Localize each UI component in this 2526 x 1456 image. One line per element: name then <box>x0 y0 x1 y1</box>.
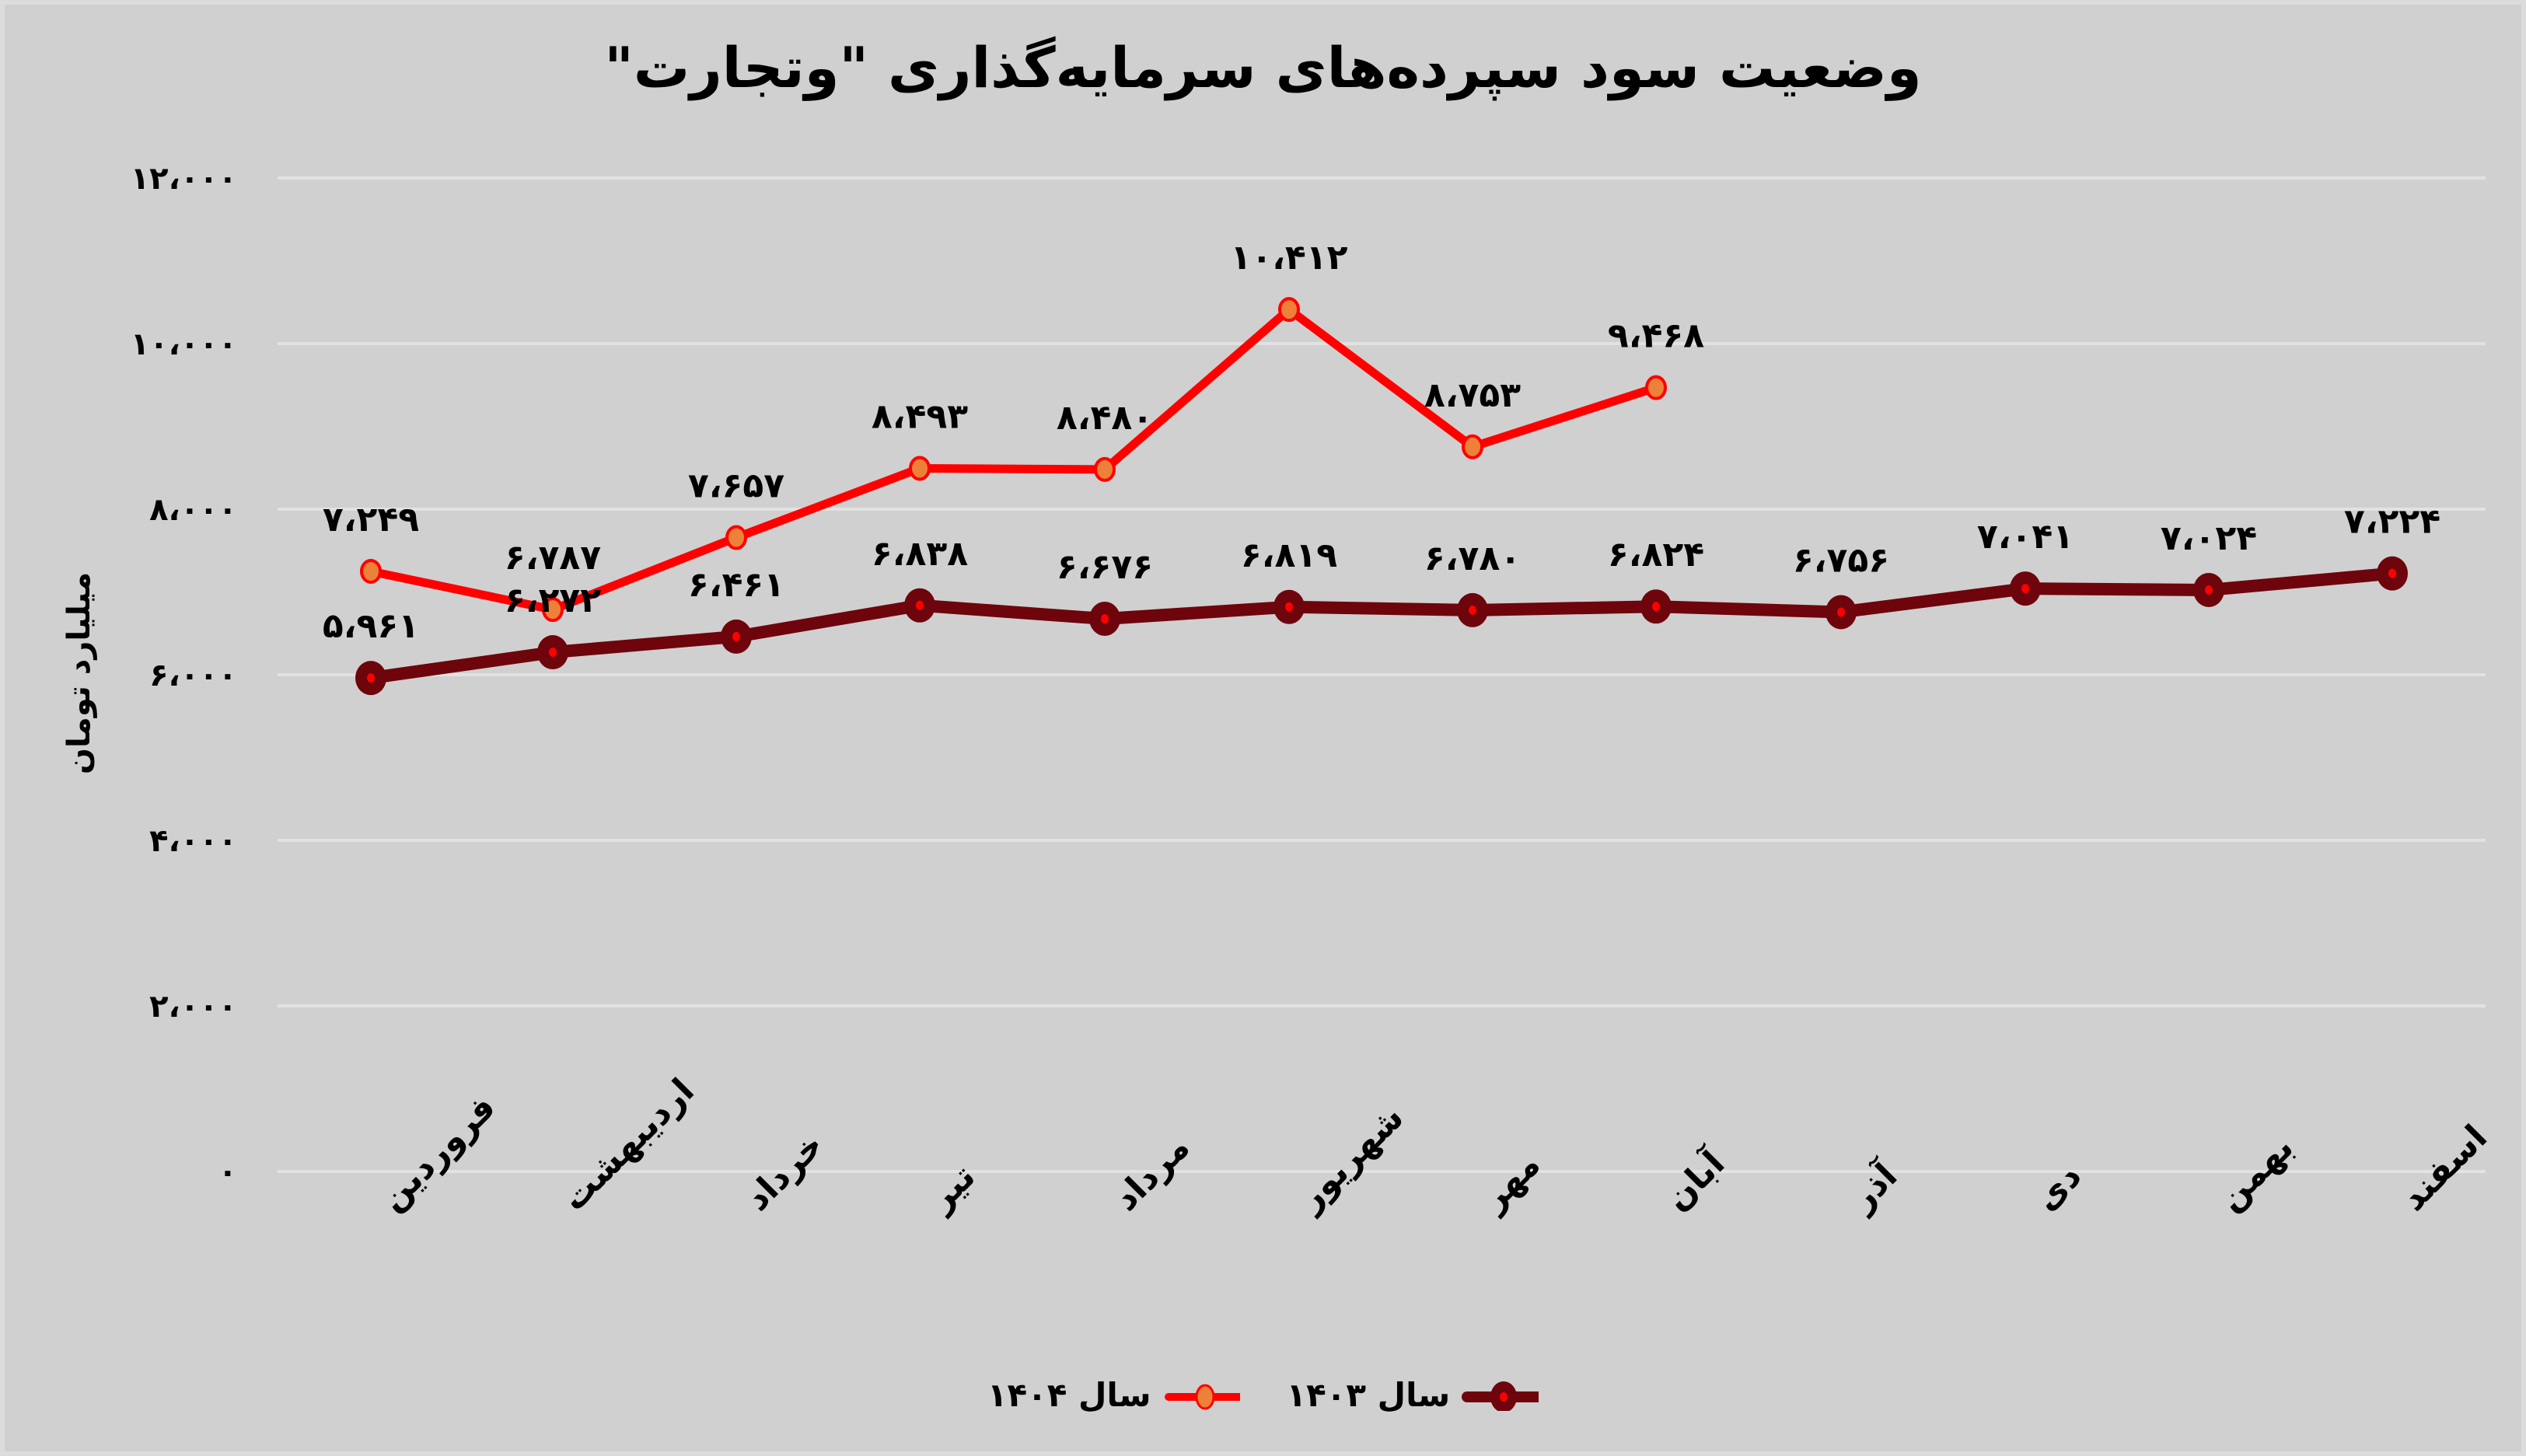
y-tick-label: ۰ <box>218 1154 237 1190</box>
x-tick-label: اردیبهشت <box>554 1071 702 1219</box>
x-tick-label: دی <box>2027 1156 2090 1219</box>
y-tick-label: ۱۲،۰۰۰ <box>131 161 237 197</box>
y-tick-label: ۲،۰۰۰ <box>149 989 237 1025</box>
y-axis-label: میلیارد تومان <box>61 572 97 774</box>
y-tick-label: ۱۰،۰۰۰ <box>131 326 237 362</box>
data-label: ۷،۲۴۹ <box>323 500 419 539</box>
y-axis-ticks: ۰ ۲،۰۰۰ ۴،۰۰۰ ۶،۰۰۰ ۸،۰۰۰ ۱۰،۰۰۰ ۱۲،۰۰۰ <box>131 161 237 1190</box>
x-tick-label: مهر <box>1473 1145 1548 1220</box>
data-point[interactable] <box>1094 456 1116 482</box>
data-labels: ۵،۹۶۱ ۶،۲۷۲ ۶،۴۶۱ ۶،۸۳۸ ۶،۶۷۶ ۶،۸۱۹ ۶،۷۸۰ ۶،۸۲۴… <box>323 238 2440 646</box>
data-label: ۹،۴۶۸ <box>1608 316 1704 356</box>
data-label: ۸،۷۵۳ <box>1424 375 1521 415</box>
y-tick-label: ۸،۰۰۰ <box>149 492 237 528</box>
x-tick-label: مرداد <box>1106 1127 1197 1218</box>
x-tick-label: آذر <box>1839 1154 1906 1220</box>
data-point[interactable] <box>725 525 747 550</box>
data-label: ۵،۹۶۱ <box>323 606 419 646</box>
chart-title: وضعیت سود سپرده‌های سرمایه‌گذاری "وتجارت… <box>604 35 1922 100</box>
data-label: ۶،۸۱۹ <box>1241 536 1337 575</box>
data-label: ۶،۴۶۱ <box>688 565 784 605</box>
legend-item-1404[interactable]: سال ۱۴۰۴ <box>987 1376 1240 1414</box>
data-label: ۶،۷۸۷ <box>505 538 601 578</box>
x-axis-labels: فروردین اردیبهشت خرداد تیر مرداد شهریور مهر آبا… <box>372 1071 2495 1220</box>
data-label: ۷،۰۴۱ <box>1977 517 2074 557</box>
series-line-1404 <box>366 305 1661 614</box>
data-point[interactable] <box>542 597 564 623</box>
x-tick-label: تیر <box>920 1157 983 1220</box>
legend: سال ۱۴۰۳ سال ۱۴۰۴ <box>0 1376 2526 1414</box>
gridlines <box>278 176 2486 1173</box>
data-label: ۶،۲۷۲ <box>505 581 601 620</box>
data-point[interactable] <box>909 456 931 481</box>
data-label: ۷،۶۵۷ <box>688 466 784 506</box>
legend-marker-1404-icon <box>1164 1384 1240 1409</box>
data-label: ۷،۲۲۴ <box>2344 502 2440 542</box>
legend-item-1403[interactable]: سال ۱۴۰۳ <box>1287 1376 1539 1414</box>
x-tick-label: اسفند <box>2394 1117 2495 1218</box>
data-label: ۶،۷۸۰ <box>1424 539 1521 578</box>
data-label: ۸،۴۸۰ <box>1057 398 1153 438</box>
data-label: ۱۰،۴۱۲ <box>1231 238 1348 278</box>
data-point[interactable] <box>1278 297 1300 323</box>
chart-area <box>5 5 2521 1451</box>
data-point[interactable] <box>360 558 382 584</box>
y-tick-label: ۶،۰۰۰ <box>149 658 237 693</box>
data-label: ۶،۸۳۸ <box>872 534 968 574</box>
data-point[interactable] <box>1462 434 1483 459</box>
legend-label-1404: سال ۱۴۰۴ <box>987 1376 1151 1414</box>
x-tick-label: بهمن <box>2210 1128 2301 1219</box>
legend-marker-1403-icon <box>1462 1381 1539 1411</box>
data-label: ۶،۶۷۶ <box>1057 547 1153 587</box>
x-tick-label: شهریور <box>1289 1098 1411 1220</box>
y-tick-label: ۴،۰۰۰ <box>149 823 237 859</box>
series-lines <box>355 297 2408 696</box>
data-point[interactable] <box>1645 375 1667 400</box>
x-tick-label: آبان <box>1656 1141 1733 1218</box>
data-label: ۷،۰۲۴ <box>2161 519 2257 558</box>
data-label: ۶،۸۲۴ <box>1608 535 1704 574</box>
data-label: ۶،۷۵۶ <box>1793 540 1889 580</box>
x-tick-label: فروردین <box>372 1088 504 1219</box>
series-line-1403 <box>365 567 2398 685</box>
data-label: ۸،۴۹۳ <box>872 396 968 436</box>
legend-label-1403: سال ۱۴۰۳ <box>1286 1376 1451 1414</box>
